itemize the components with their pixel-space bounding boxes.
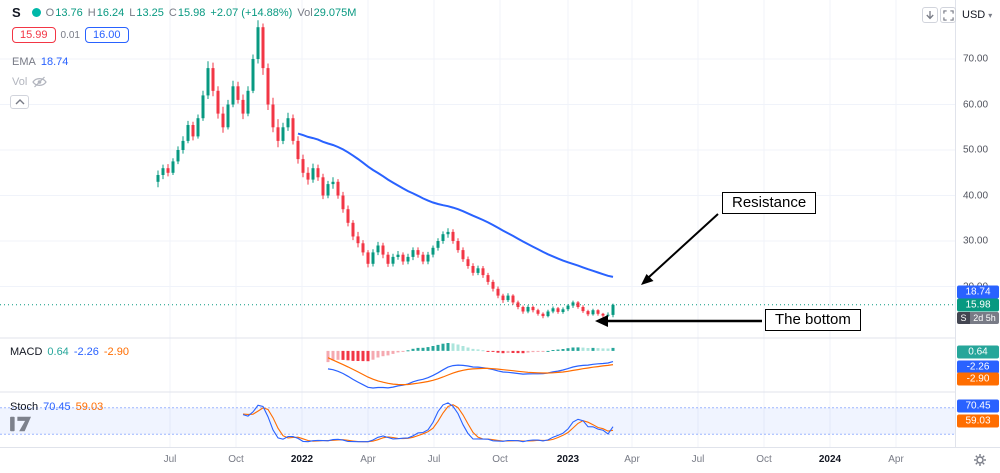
time-tick-label: 2022 — [290, 454, 314, 465]
ema-line — [297, 132, 614, 278]
time-tick-label: Oct — [228, 454, 244, 465]
chevron-down-icon: ▾ — [988, 10, 993, 20]
fullscreen-icon — [942, 9, 954, 21]
price-tick-label: 70.00 — [963, 53, 989, 65]
currency-selector[interactable]: USD ▾ — [962, 9, 992, 21]
time-tick-label: Apr — [360, 454, 376, 465]
price-tick-label: 40.00 — [963, 190, 989, 201]
candles — [156, 20, 615, 319]
scroll-to-latest-button[interactable] — [922, 7, 938, 23]
bid-ask-row: 15.99 0.01 16.00 — [12, 27, 129, 43]
symbol-name[interactable]: S — [12, 5, 21, 20]
macd-axis-badge: -2.90 — [957, 372, 999, 386]
collapse-legend-button[interactable] — [10, 95, 29, 109]
macd-axis-badge: 0.64 — [957, 345, 999, 359]
eye-slash-icon[interactable] — [32, 76, 48, 88]
price-axis[interactable]: 70.0060.0050.0040.0030.0020.0018.7415.98… — [955, 0, 1000, 447]
time-tick-label: Oct — [756, 454, 772, 465]
macd-hist-value: 0.64 — [47, 346, 69, 358]
time-tick-label: 2024 — [818, 454, 842, 465]
time-axis[interactable]: Jul Oct 2022 Apr Jul Oct 2023 Apr Jul Oct 2024 Apr — [0, 447, 1000, 473]
chevron-up-icon — [15, 99, 24, 105]
spread-value: 0.01 — [60, 29, 80, 41]
stoch-label: Stoch — [10, 401, 39, 413]
macd-legend-row[interactable]: MACD 0.64 -2.26 -2.90 — [10, 346, 129, 358]
symbol-logo-dot — [31, 8, 41, 17]
high-value: H 16.24 — [87, 6, 125, 19]
low-value: L 13.25 — [129, 6, 164, 19]
bid-price-button[interactable]: 15.99 — [12, 27, 56, 43]
annotation-the-bottom[interactable]: The bottom — [765, 309, 861, 331]
price-tick-label: 30.00 — [963, 235, 989, 247]
settings-gear-icon[interactable] — [973, 453, 987, 472]
stoch-k-value: 70.45 — [43, 401, 71, 413]
ema-label: EMA — [12, 56, 36, 68]
volume-indicator-label: Vol — [12, 76, 28, 88]
ask-price-button[interactable]: 16.00 — [85, 27, 129, 43]
macd-label: MACD — [10, 346, 43, 358]
time-tick-label: Oct — [492, 454, 508, 465]
stoch-d-value: 59.03 — [75, 401, 104, 413]
annotation-resistance[interactable]: Resistance — [722, 192, 817, 214]
price-tick-label: 60.00 — [963, 99, 989, 110]
ema-value: 18.74 — [40, 56, 69, 68]
stoch-axis-badge: 70.45 — [957, 399, 999, 413]
tradingview-logo[interactable] — [8, 414, 34, 439]
stoch-legend-row[interactable]: Stoch 70.45 59.03 — [10, 401, 103, 413]
bar-countdown-badge: S 2d 5h — [957, 312, 999, 324]
time-tick-label: Apr — [624, 454, 640, 465]
macd-line-value: -2.26 — [73, 346, 99, 358]
close-value: C 15.98 — [168, 6, 206, 19]
stoch-axis-badge: 59.03 — [957, 414, 999, 428]
macd-axis-badge: -2.26 — [957, 360, 999, 374]
currency-label: USD — [962, 9, 986, 21]
volume-value: Vol 29.075M — [297, 6, 357, 19]
ema-legend-row[interactable]: EMA 18.74 — [12, 56, 68, 68]
time-tick-label: Jul — [163, 454, 177, 465]
change-value: +2.07 (+14.88%) — [210, 6, 293, 19]
open-value: O 13.76 — [45, 6, 83, 19]
macd-signal-value: -2.90 — [103, 346, 129, 358]
symbol-legend-row[interactable]: S O 13.76 H 16.24 L 13.25 C 15.98 +2.07 (+14… — [12, 5, 356, 20]
volume-legend-row[interactable]: Vol — [12, 76, 48, 88]
price-badge: 18.74 — [957, 285, 999, 299]
time-tick-label: 2023 — [556, 454, 580, 465]
arrow-down-icon — [926, 11, 934, 20]
grid-lines — [0, 0, 1000, 447]
time-tick-label: Jul — [427, 454, 441, 465]
stoch-panel — [242, 402, 614, 443]
stoch-band — [0, 407, 955, 435]
time-tick-label: Apr — [888, 454, 904, 465]
fullscreen-button[interactable] — [940, 7, 956, 23]
time-tick-label: Jul — [691, 454, 705, 465]
price-tick-label: 50.00 — [963, 144, 989, 156]
annotation-arrows — [595, 213, 762, 327]
macd-panel — [326, 343, 615, 389]
price-badge: 15.98 — [957, 298, 999, 312]
